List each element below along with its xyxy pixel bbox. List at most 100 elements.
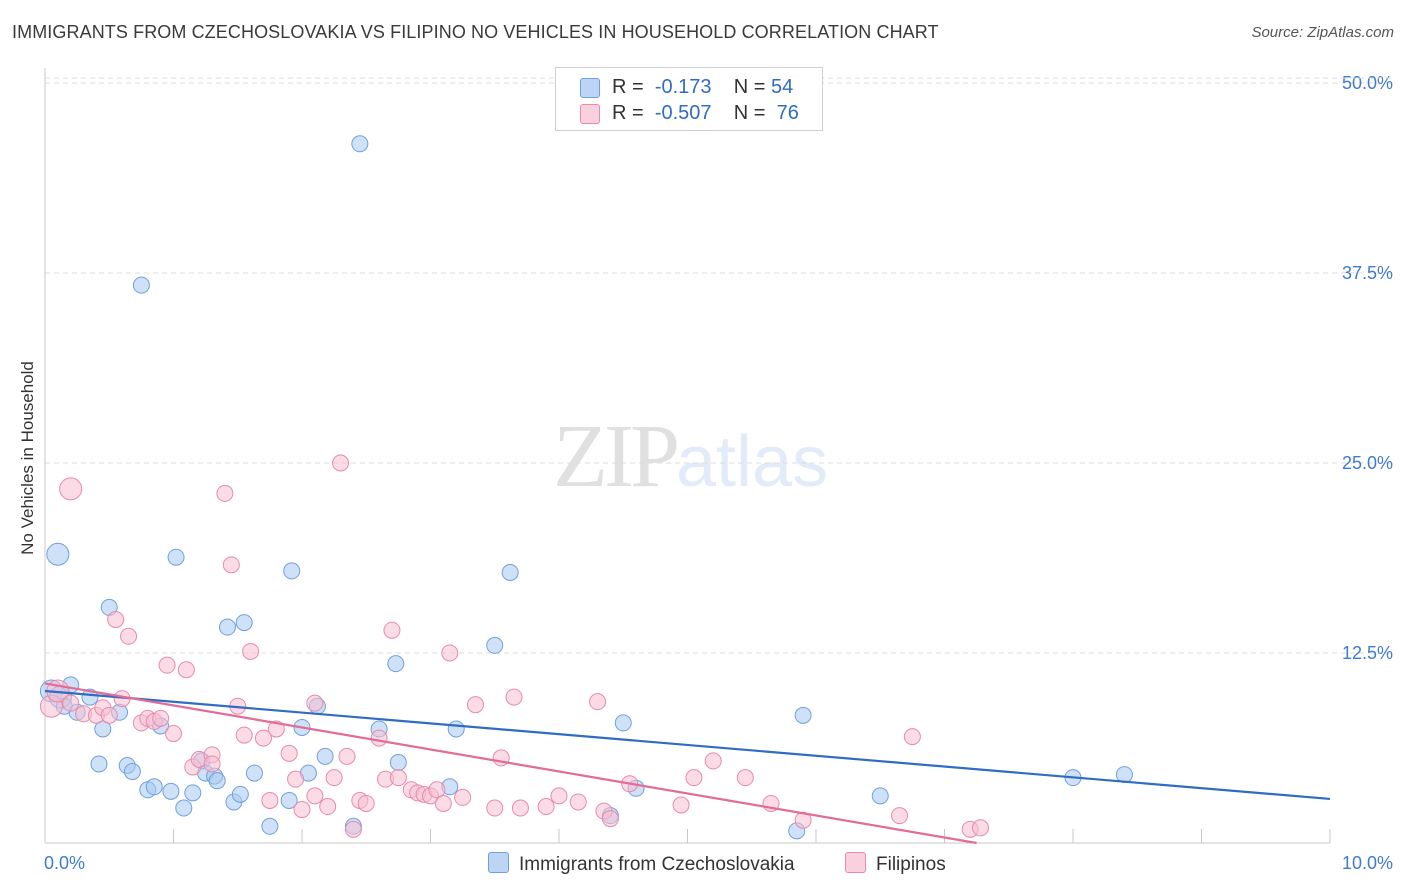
filipinos-point [434, 794, 452, 812]
blue-swatch-icon [580, 78, 600, 98]
czechoslovakia-point [261, 817, 279, 835]
czechoslovakia-point [447, 720, 465, 738]
czechoslovakia-point [351, 135, 369, 153]
watermark-zip: ZIP [553, 407, 680, 506]
pink-swatch-icon [845, 852, 866, 873]
legend-label-czechoslovakia: Immigrants from Czechoslovakia [519, 854, 795, 875]
czechoslovakia-point [245, 764, 263, 782]
filipinos-point [486, 799, 504, 817]
filipinos-point [441, 644, 459, 662]
czechoslovakia-point [132, 276, 150, 294]
filipinos-point [736, 769, 754, 787]
r-value: -0.173 [654, 76, 712, 98]
czechoslovakia-point [871, 787, 889, 805]
chart-title: IMMIGRANTS FROM CZECHOSLOVAKIA VS FILIPI… [12, 22, 939, 42]
x-tick-label: 0.0% [44, 853, 85, 873]
filipinos-point [344, 820, 362, 838]
filipinos-point [152, 709, 170, 727]
pink-swatch-icon [580, 104, 600, 124]
filipinos-point [704, 752, 722, 770]
czechoslovakia-point [175, 799, 193, 817]
n-label: N = [733, 76, 766, 98]
czechoslovakia-point [614, 714, 632, 732]
czechoslovakia-point [208, 772, 226, 790]
filipinos-point [107, 611, 125, 629]
czechoslovakia-point [316, 747, 334, 765]
czechoslovakia-point [94, 720, 112, 738]
filipinos-point [203, 755, 221, 773]
filipinos-point [903, 728, 921, 746]
filipinos-point [280, 744, 298, 762]
filipinos-point [165, 725, 182, 743]
filipinos-point [569, 793, 587, 811]
filipinos-point [158, 656, 176, 674]
czechoslovakia-point [794, 706, 812, 724]
filipinos-point [325, 769, 343, 787]
filipinos-point [505, 688, 523, 706]
filipinos-point [971, 819, 989, 837]
source-label: Source: ZipAtlas.com [1251, 24, 1394, 41]
watermark-atlas: atlas [676, 422, 829, 502]
filipinos-point [589, 693, 607, 711]
czechoslovakia-trend-line [44, 689, 1331, 801]
r-value: -0.507 [654, 102, 712, 124]
czechoslovakia-point [167, 548, 185, 566]
y-tick-label: 37.5% [1342, 263, 1393, 283]
filipinos-point [261, 791, 279, 809]
filipinos-point [357, 794, 375, 812]
czechoslovakia-point [90, 755, 108, 773]
watermark: ZIPatlas [553, 405, 828, 508]
filipinos-point [254, 729, 272, 747]
n-value: 76 [776, 102, 799, 124]
filipinos-point [62, 694, 80, 712]
filipinos-trend-line [44, 682, 977, 845]
czechoslovakia-point [218, 618, 236, 636]
r-label: R = [612, 76, 644, 98]
filipinos-point [383, 621, 401, 639]
filipinos-point [216, 484, 234, 502]
filipinos-point [389, 769, 407, 787]
filipinos-point [306, 787, 324, 805]
filipinos-point [332, 454, 350, 472]
stats-legend: R = -0.173 N = 54 R = -0.507 N = 76 [555, 67, 823, 131]
n-label: N = [733, 102, 766, 124]
filipinos-point [287, 770, 305, 788]
r-label: R = [612, 102, 644, 124]
filipinos-point [891, 807, 909, 825]
filipinos-point [222, 556, 240, 574]
czechoslovakia-point [46, 542, 70, 566]
filipinos-point [177, 661, 195, 679]
czechoslovakia-point [123, 763, 141, 781]
filipinos-point [466, 696, 484, 714]
y-tick-label: 12.5% [1342, 643, 1393, 663]
czechoslovakia-point [162, 782, 180, 800]
czechoslovakia-point [280, 791, 298, 809]
czechoslovakia-point [387, 655, 405, 673]
czechoslovakia-point [486, 636, 504, 654]
filipinos-point [511, 799, 529, 817]
n-value: 54 [771, 76, 794, 98]
filipinos-point [454, 788, 472, 806]
filipinos-point [267, 720, 285, 738]
filipinos-point [601, 810, 619, 828]
filipinos-point [338, 747, 356, 765]
filipinos-point [428, 781, 446, 799]
filipinos-point [370, 729, 388, 747]
y-tick-label: 25.0% [1342, 453, 1393, 473]
legend-label-filipinos: Filipinos [876, 854, 946, 875]
czechoslovakia-point [283, 562, 301, 580]
czechoslovakia-point [184, 784, 202, 802]
czechoslovakia-point [389, 753, 407, 771]
filipinos-point [550, 787, 568, 805]
filipinos-point [242, 642, 260, 660]
filipinos-point [537, 798, 555, 816]
czechoslovakia-point [81, 688, 99, 706]
filipinos-point [319, 798, 337, 816]
czechoslovakia-point [235, 614, 253, 632]
czechoslovakia-point [231, 785, 249, 803]
legend-item-czechoslovakia: Immigrants from Czechoslovakia [488, 852, 795, 876]
filipinos-point [293, 801, 311, 819]
filipinos-point [685, 769, 703, 787]
x-tick-label: 10.0% [1342, 853, 1393, 873]
